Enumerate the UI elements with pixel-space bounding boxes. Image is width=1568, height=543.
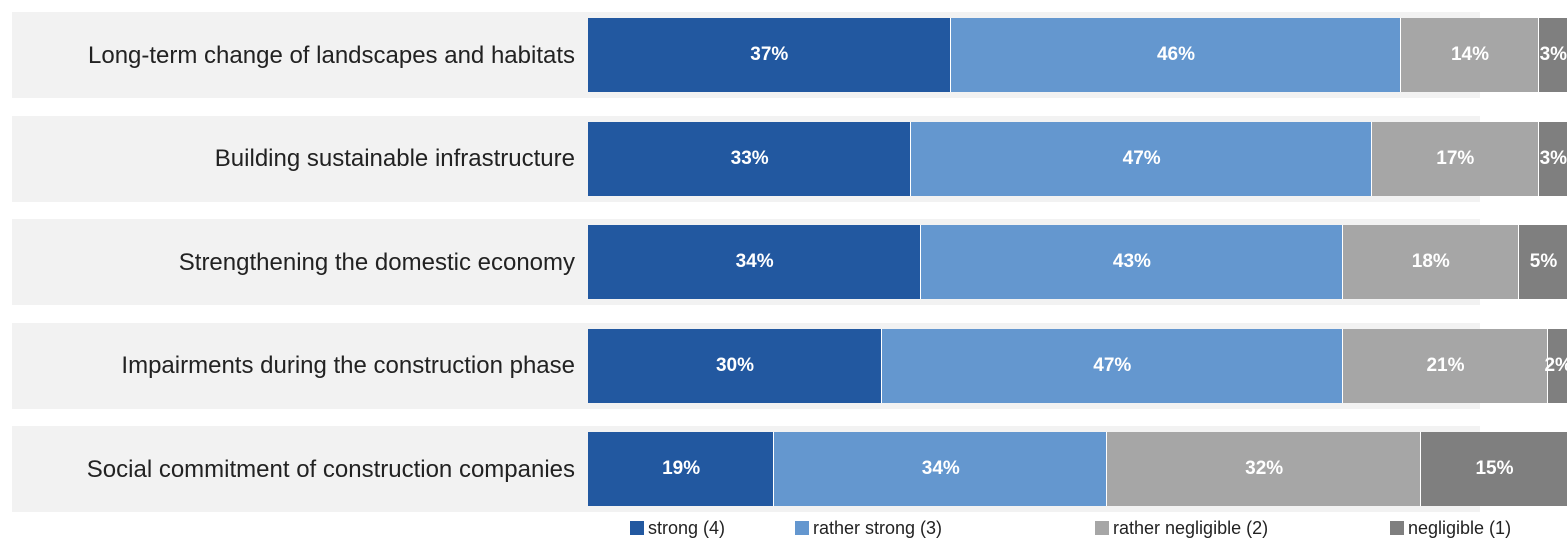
category-label: Building sustainable infrastructure	[214, 145, 575, 172]
bar-segment	[950, 18, 1402, 92]
bar-segment	[1372, 121, 1539, 196]
bar-segment	[911, 121, 1372, 196]
legend-swatch	[1095, 521, 1109, 535]
bar-segment	[588, 328, 882, 403]
bar-segment	[1538, 18, 1568, 92]
value-label: 19%	[662, 458, 701, 479]
bar-segment	[921, 225, 1343, 299]
bar-segment	[1342, 328, 1549, 403]
bar-segment	[1519, 225, 1568, 299]
value-label: 34%	[735, 251, 774, 272]
value-label: 33%	[730, 147, 769, 169]
value-label: 47%	[1093, 354, 1132, 376]
bar-segment	[774, 432, 1108, 506]
bar-segment	[1538, 121, 1568, 196]
value-label: 34%	[921, 458, 960, 479]
legend-label: rather strong (3)	[813, 518, 943, 538]
bar-segment	[588, 432, 775, 506]
bar-segment	[1342, 225, 1519, 299]
category-label: Impairments during the construction phas…	[121, 352, 575, 379]
category-label: Social commitment of construction compan…	[86, 455, 575, 483]
category-label: Long-term change of landscapes and habit…	[88, 41, 575, 69]
bar-segment	[1107, 432, 1421, 506]
legend-swatch	[795, 521, 809, 535]
bar-segment	[588, 18, 951, 92]
value-label: 47%	[1122, 147, 1161, 169]
value-label: 21%	[1426, 354, 1465, 376]
value-label: 37%	[750, 44, 789, 65]
bar-segment	[1401, 18, 1539, 92]
bar-segment	[588, 121, 912, 196]
bar-segment	[882, 328, 1343, 403]
value-label: 30%	[715, 354, 755, 376]
value-label: 14%	[1450, 44, 1490, 65]
legend-label: negligible (1)	[1408, 518, 1512, 538]
value-label: 17%	[1436, 147, 1475, 169]
bar-segment	[1548, 328, 1568, 403]
bar-segment	[1421, 432, 1568, 506]
value-label: 46%	[1156, 44, 1196, 65]
value-label: 18%	[1411, 251, 1450, 272]
legend-label: strong (4)	[648, 518, 726, 538]
value-label: 43%	[1112, 251, 1151, 272]
legend-label: rather negligible (2)	[1113, 518, 1269, 538]
value-label: 5%	[1529, 251, 1558, 272]
legend-swatch	[630, 521, 644, 535]
legend-swatch	[1390, 521, 1404, 535]
value-label: 32%	[1245, 458, 1284, 479]
value-label: 2%	[1544, 354, 1568, 376]
category-label: Strengthening the domestic economy	[178, 248, 575, 276]
value-label: 3%	[1539, 147, 1568, 169]
bar-segment	[588, 225, 922, 299]
value-label: 15%	[1475, 458, 1514, 479]
value-label: 3%	[1539, 44, 1568, 65]
